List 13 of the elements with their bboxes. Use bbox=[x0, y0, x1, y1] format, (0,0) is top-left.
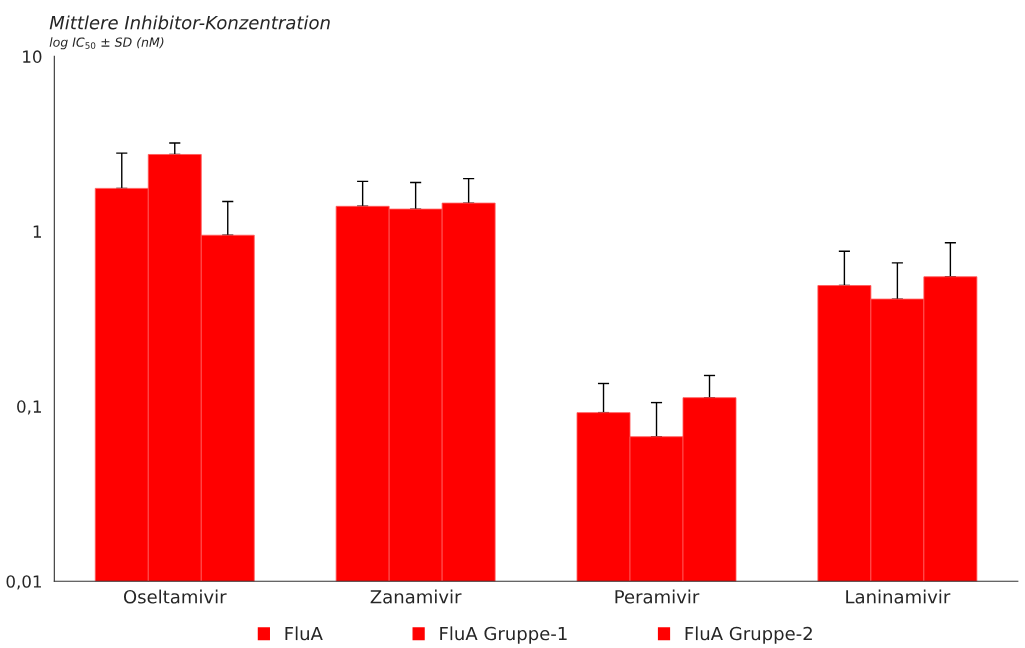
legend-label: FluA bbox=[285, 626, 323, 641]
legend-label: FluA Gruppe-1 bbox=[440, 626, 567, 644]
x-tick-label: Peramivir bbox=[615, 589, 700, 604]
chart-title: Mittlere Inhibitor-Konzentration bbox=[49, 15, 330, 30]
chart-subtitle: log IC$_{50}$ ± SD (nM) bbox=[49, 37, 164, 50]
y-tick-label: 0,01 bbox=[6, 575, 41, 590]
x-tick-label: Laninamivir bbox=[846, 589, 951, 604]
y-tick-label: 1 bbox=[33, 225, 41, 238]
y-tick-label: 10 bbox=[23, 50, 42, 63]
legend-label: FluA Gruppe-2 bbox=[685, 626, 812, 644]
y-tick-label: 0,1 bbox=[17, 400, 41, 415]
x-tick-label: Oseltamivir bbox=[123, 589, 227, 604]
x-tick-label: Zanamivir bbox=[370, 589, 462, 604]
